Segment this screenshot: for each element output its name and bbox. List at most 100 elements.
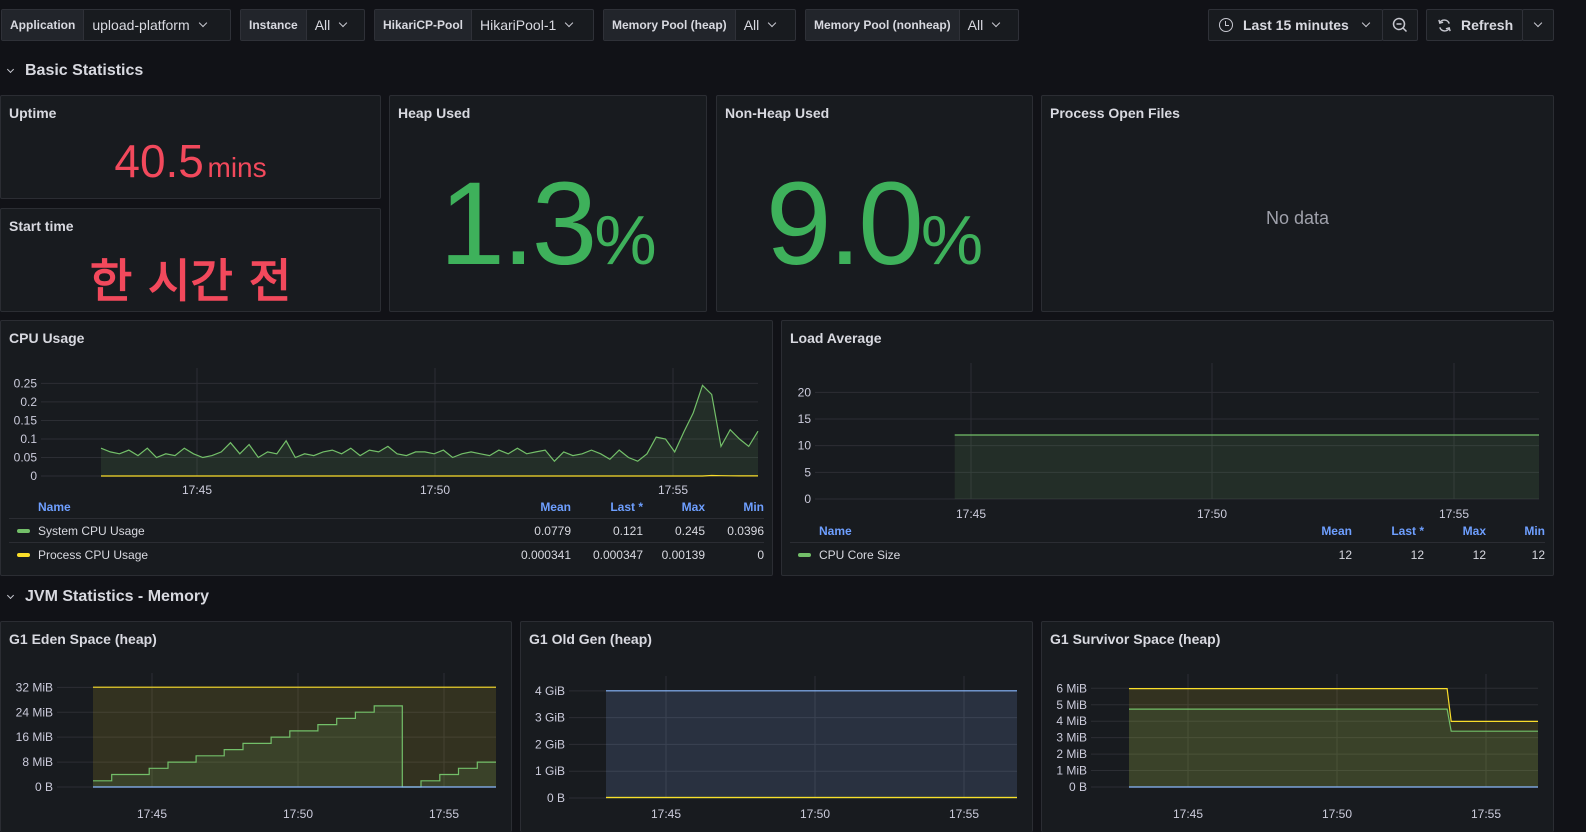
refresh-interval-dropdown[interactable] — [1522, 9, 1554, 41]
series-line — [1129, 708, 1538, 732]
zoom-out-icon — [1392, 17, 1408, 33]
legend-col-mean[interactable]: Mean — [1321, 523, 1352, 538]
variable-hikaricp-pool[interactable]: HikariCP-Pool HikariPool-1 — [374, 9, 594, 41]
panel-uptime[interactable]: Uptime 40.5 mins — [0, 95, 381, 199]
y-tick-label: 0.05 — [14, 450, 38, 464]
x-tick-label: 17:45 — [956, 507, 986, 521]
legend-col-name[interactable]: Name — [819, 523, 852, 538]
panel-g1-old-gen[interactable]: G1 Old Gen (heap) 0 B 1 GiB 2 GiB 3 GiB 4 Gi… — [520, 621, 1033, 832]
panel-title: Heap Used — [398, 105, 471, 121]
old-gen-chart: 0 B 1 GiB 2 GiB 3 GiB 4 GiB 17:45 17:50 17:55 — [535, 676, 1017, 821]
panel-process-open-files[interactable]: Process Open Files No data — [1041, 95, 1554, 312]
refresh-icon — [1438, 18, 1451, 32]
x-tick-label: 17:45 — [1173, 807, 1203, 821]
variable-value: HikariPool-1 — [480, 17, 557, 33]
legend-col-last[interactable]: Last * — [610, 499, 643, 514]
legend-col-min[interactable]: Min — [1524, 523, 1545, 538]
variable-value: All — [314, 17, 331, 33]
y-tick-label: 20 — [798, 385, 812, 399]
legend-row[interactable]: System CPU Usage 0.0779 0.121 0.245 0.03… — [9, 519, 764, 543]
panel-nonheap-used[interactable]: Non-Heap Used 9.0% — [716, 95, 1033, 312]
chevron-down-icon — [1533, 18, 1543, 28]
panel-heap-used[interactable]: Heap Used 1.3% — [389, 95, 707, 312]
y-tick-label: 5 — [804, 465, 811, 479]
time-range-picker[interactable]: Last 15 minutes — [1208, 9, 1383, 41]
variable-memory-pool-nonheap[interactable]: Memory Pool (nonheap) All — [805, 9, 1019, 41]
legend-col-max[interactable]: Max — [681, 499, 705, 514]
y-tick-label: 10 — [798, 439, 812, 453]
panel-g1-survivor-space[interactable]: G1 Survivor Space (heap) 0 B 1 MiB 2 MiB 3 … — [1041, 621, 1554, 832]
x-tick-label: 17:45 — [137, 807, 167, 821]
series-line — [100, 384, 759, 463]
y-tick-label: 32 MiB — [16, 680, 53, 694]
y-tick-label: 8 MiB — [22, 755, 53, 769]
load-average-chart: 0 5 10 15 20 17:45 17:50 17:55 — [798, 363, 1539, 521]
legend-row[interactable]: CPU Core Size 12 12 12 12 — [790, 543, 1545, 567]
panel-title: G1 Survivor Space (heap) — [1050, 631, 1221, 647]
variable-select[interactable]: upload-platform — [84, 10, 213, 40]
x-tick-label: 17:55 — [1471, 807, 1501, 821]
panel-title: Uptime — [9, 105, 57, 121]
y-tick-label: 0.1 — [20, 432, 37, 446]
x-tick-label: 17:50 — [1322, 807, 1352, 821]
x-tick-label: 17:50 — [420, 483, 450, 497]
legend-mean: 12 — [1338, 548, 1352, 562]
legend-col-last[interactable]: Last * — [1391, 523, 1424, 538]
legend-row[interactable]: Process CPU Usage 0.000341 0.000347 0.00… — [9, 543, 764, 567]
panel-title: G1 Old Gen (heap) — [529, 631, 652, 647]
eden-space-chart: 0 B 8 MiB 16 MiB 24 MiB 32 MiB 17:45 17:50 17:5… — [16, 673, 496, 821]
row-basic-statistics[interactable]: Basic Statistics — [6, 62, 143, 80]
chevron-down-icon — [565, 18, 574, 28]
panel-g1-eden-space[interactable]: G1 Eden Space (heap) 0 B 8 MiB 16 MiB 24 Mi… — [0, 621, 512, 832]
panel-load-average[interactable]: Load Average 0 5 10 15 20 17:45 17:50 17:55 Nam… — [781, 320, 1554, 576]
cpu-usage-chart: 0 0.05 0.1 0.15 0.2 0.25 17:45 17:50 17:55 — [14, 368, 759, 497]
variable-value: All — [743, 17, 760, 33]
cpu-legend: Name Mean Last * Max Min System CPU Usag… — [9, 495, 764, 567]
variable-select[interactable]: All — [736, 10, 784, 40]
y-tick-label: 0 — [804, 492, 811, 506]
chevron-down-icon — [339, 18, 348, 28]
y-tick-label: 5 MiB — [1056, 698, 1087, 712]
y-tick-label: 0.25 — [14, 376, 38, 390]
variable-select[interactable]: HikariPool-1 — [472, 10, 580, 40]
variable-value: upload-platform — [92, 17, 190, 33]
zoom-out-button[interactable] — [1382, 9, 1418, 41]
series-area-fill — [606, 690, 1017, 798]
legend-max: 12 — [1472, 548, 1486, 562]
x-tick-label: 17:50 — [800, 807, 830, 821]
y-tick-label: 0 B — [1069, 780, 1087, 794]
series-line — [101, 474, 758, 477]
refresh-button[interactable]: Refresh — [1426, 9, 1523, 41]
variable-select[interactable]: All — [307, 10, 355, 40]
series-area-fill — [1129, 688, 1538, 787]
y-tick-label: 6 MiB — [1056, 681, 1087, 695]
series-color-swatch — [17, 553, 30, 557]
variable-label: Memory Pool (heap) — [604, 10, 736, 40]
variable-memory-pool-heap[interactable]: Memory Pool (heap) All — [603, 9, 796, 41]
legend-col-mean[interactable]: Mean — [540, 499, 571, 514]
variable-select[interactable]: All — [960, 10, 1008, 40]
y-tick-label: 0 B — [547, 791, 565, 805]
variable-instance[interactable]: Instance All — [240, 9, 365, 41]
legend-col-name[interactable]: Name — [38, 499, 71, 514]
panel-title: Load Average — [790, 330, 882, 346]
legend-mean: 0.0779 — [534, 523, 571, 538]
variable-value: All — [967, 17, 984, 33]
row-jvm-statistics-memory[interactable]: JVM Statistics - Memory — [6, 588, 209, 606]
series-name: CPU Core Size — [819, 548, 901, 562]
no-data-text: No data — [1265, 208, 1330, 228]
legend-col-min[interactable]: Min — [743, 499, 764, 514]
panel-cpu-usage[interactable]: CPU Usage 0 0.05 0.1 0.15 0.2 0.25 17:45 17:50 1… — [0, 320, 773, 576]
heap-used-value: 1.3 — [439, 158, 597, 290]
y-tick-label: 0.15 — [14, 413, 38, 427]
variable-label: HikariCP-Pool — [375, 10, 473, 40]
x-tick-label: 17:50 — [1197, 507, 1227, 521]
legend-col-max[interactable]: Max — [1462, 523, 1486, 538]
nonheap-used-unit: % — [920, 201, 984, 279]
series-area-fill — [101, 385, 758, 476]
chevron-down-icon — [6, 65, 15, 73]
panel-start-time[interactable]: Start time 한 시간 전 — [0, 208, 381, 312]
variable-application[interactable]: Application upload-platform — [1, 9, 231, 41]
legend-last: 0.121 — [612, 523, 643, 538]
y-tick-label: 4 GiB — [535, 684, 565, 698]
